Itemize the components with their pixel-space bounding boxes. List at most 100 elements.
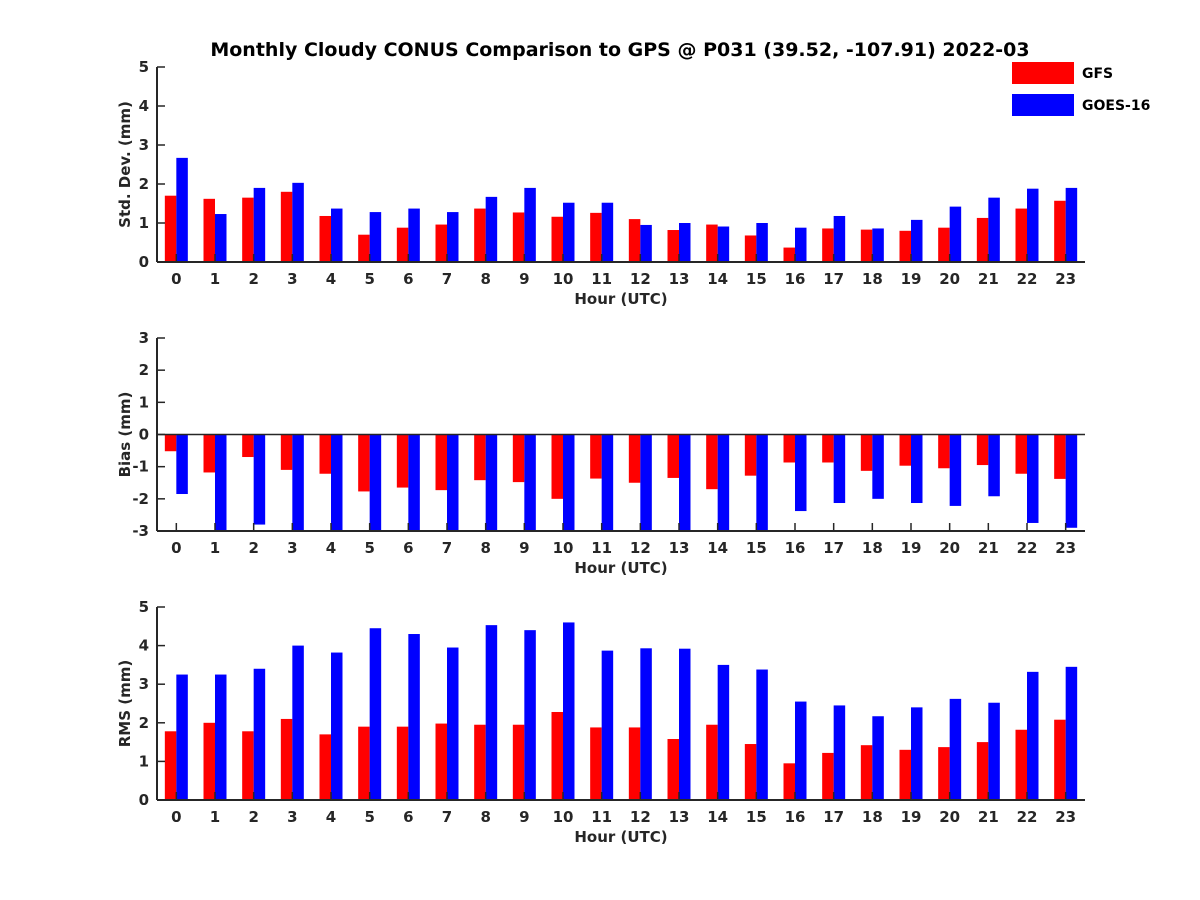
x-tick-label: 10 bbox=[553, 808, 574, 826]
bar-goes-16-20 bbox=[949, 206, 962, 262]
bar-gfs-1 bbox=[203, 434, 215, 473]
x-tick-label: 2 bbox=[248, 270, 258, 288]
bar-goes-16-16 bbox=[795, 434, 807, 512]
bar-goes-16-1 bbox=[215, 434, 227, 531]
bar-gfs-20 bbox=[938, 227, 950, 262]
y-tick-label: 0 bbox=[139, 791, 149, 809]
bar-gfs-13 bbox=[667, 739, 679, 800]
x-tick-label: 23 bbox=[1055, 808, 1076, 826]
bar-gfs-17 bbox=[822, 752, 834, 800]
x-tick-label: 22 bbox=[1017, 270, 1038, 288]
x-tick-label: 12 bbox=[630, 539, 651, 557]
bar-goes-16-2 bbox=[253, 434, 266, 525]
x-tick-label: 1 bbox=[210, 808, 220, 826]
x-tick-label: 17 bbox=[823, 539, 844, 557]
x-tick-label: 11 bbox=[591, 270, 612, 288]
bar-gfs-9 bbox=[512, 212, 525, 262]
bar-goes-16-5 bbox=[369, 628, 382, 800]
bar-gfs-13 bbox=[667, 230, 679, 262]
bar-goes-16-14 bbox=[717, 664, 730, 800]
x-tick-label: 18 bbox=[862, 808, 883, 826]
bar-gfs-23 bbox=[1054, 200, 1066, 262]
bar-gfs-20 bbox=[938, 747, 950, 800]
bar-goes-16-6 bbox=[408, 208, 420, 262]
bar-goes-16-13 bbox=[679, 434, 691, 531]
bar-goes-16-11 bbox=[601, 434, 614, 531]
bar-gfs-2 bbox=[242, 731, 254, 800]
bar-gfs-2 bbox=[242, 197, 254, 262]
bar-goes-16-17 bbox=[833, 705, 846, 800]
bar-gfs-0 bbox=[164, 731, 177, 800]
bar-goes-16-15 bbox=[756, 434, 768, 531]
x-tick-label: 20 bbox=[939, 808, 960, 826]
bar-gfs-17 bbox=[822, 228, 834, 262]
bar-gfs-9 bbox=[512, 724, 525, 800]
x-tick-label: 8 bbox=[480, 539, 490, 557]
bar-goes-16-17 bbox=[833, 434, 846, 504]
legend-label: GOES-16 bbox=[1082, 98, 1150, 114]
y-axis-label: RMS (mm) bbox=[116, 660, 134, 747]
y-tick-label: -3 bbox=[132, 522, 149, 540]
chart-title: Monthly Cloudy CONUS Comparison to GPS @… bbox=[210, 39, 1029, 61]
bar-gfs-3 bbox=[280, 434, 293, 470]
x-tick-label: 19 bbox=[901, 539, 922, 557]
bar-goes-16-3 bbox=[292, 182, 304, 262]
bar-gfs-18 bbox=[860, 229, 873, 262]
bar-goes-16-21 bbox=[988, 702, 1000, 800]
bar-gfs-5 bbox=[358, 726, 370, 800]
bar-gfs-13 bbox=[667, 434, 679, 478]
bar-goes-16-21 bbox=[988, 434, 1000, 497]
x-tick-label: 16 bbox=[785, 808, 806, 826]
bar-gfs-18 bbox=[860, 745, 873, 800]
bar-goes-16-12 bbox=[640, 434, 652, 531]
x-tick-label: 6 bbox=[403, 539, 413, 557]
bar-gfs-4 bbox=[319, 734, 331, 800]
x-tick-label: 2 bbox=[248, 808, 258, 826]
y-tick-label: 3 bbox=[139, 329, 149, 347]
bar-gfs-6 bbox=[396, 434, 409, 488]
x-tick-label: 22 bbox=[1017, 539, 1038, 557]
x-tick-label: 5 bbox=[364, 808, 374, 826]
x-tick-label: 13 bbox=[669, 539, 690, 557]
bar-gfs-1 bbox=[203, 198, 215, 262]
x-tick-label: 7 bbox=[442, 270, 452, 288]
x-tick-label: 21 bbox=[978, 539, 999, 557]
y-tick-label: -1 bbox=[132, 458, 149, 476]
x-tick-label: 10 bbox=[553, 270, 574, 288]
bar-gfs-16 bbox=[783, 434, 795, 463]
bar-gfs-2 bbox=[242, 434, 254, 458]
bar-gfs-16 bbox=[783, 763, 795, 800]
y-tick-label: 4 bbox=[139, 637, 149, 655]
x-tick-label: 9 bbox=[519, 539, 529, 557]
bar-goes-16-6 bbox=[408, 634, 420, 800]
x-tick-label: 7 bbox=[442, 808, 452, 826]
bar-gfs-1 bbox=[203, 722, 215, 800]
bar-goes-16-22 bbox=[1027, 671, 1039, 800]
bar-gfs-19 bbox=[899, 749, 911, 800]
bar-gfs-21 bbox=[976, 217, 989, 262]
bar-goes-16-15 bbox=[756, 223, 768, 262]
y-tick-label: 5 bbox=[139, 598, 149, 616]
y-tick-label: -2 bbox=[132, 490, 149, 508]
bar-goes-16-6 bbox=[408, 434, 420, 531]
x-tick-label: 5 bbox=[364, 539, 374, 557]
x-axis-label: Hour (UTC) bbox=[574, 559, 667, 577]
bar-goes-16-0 bbox=[176, 674, 188, 800]
bar-gfs-12 bbox=[628, 219, 641, 262]
legend: GFS GOES-16 bbox=[1012, 62, 1150, 116]
x-tick-label: 15 bbox=[746, 270, 767, 288]
bar-gfs-21 bbox=[976, 434, 989, 466]
bar-goes-16-11 bbox=[601, 650, 614, 800]
bar-goes-16-4 bbox=[331, 208, 343, 262]
bar-gfs-5 bbox=[358, 234, 370, 262]
bar-gfs-11 bbox=[590, 212, 602, 262]
bar-gfs-7 bbox=[435, 434, 447, 491]
bar-goes-16-16 bbox=[795, 701, 807, 800]
x-tick-label: 0 bbox=[171, 270, 181, 288]
bar-gfs-22 bbox=[1015, 729, 1027, 800]
y-tick-label: 0 bbox=[139, 253, 149, 271]
x-tick-label: 0 bbox=[171, 808, 181, 826]
x-tick-label: 19 bbox=[901, 808, 922, 826]
bar-goes-16-20 bbox=[949, 698, 962, 800]
